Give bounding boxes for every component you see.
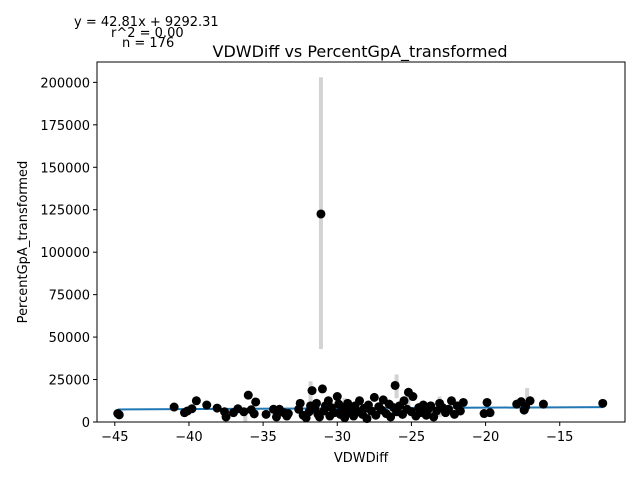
data-point: [426, 401, 436, 411]
data-point: [251, 397, 261, 407]
data-point: [295, 398, 305, 408]
y-tick-label: 100000: [40, 246, 90, 261]
x-tick-label: −45: [101, 430, 128, 445]
x-tick-label: −40: [175, 430, 202, 445]
data-point: [538, 399, 548, 409]
y-axis-label: PercentGpA_transformed: [16, 161, 31, 324]
data-point: [323, 396, 333, 406]
data-point: [399, 396, 409, 406]
data-points: [113, 209, 608, 424]
data-point: [169, 402, 179, 412]
data-point: [283, 409, 293, 419]
y-tick-label: 50000: [49, 331, 90, 346]
data-point: [316, 209, 326, 219]
data-point: [317, 384, 327, 394]
data-point: [187, 404, 197, 414]
x-tick-label: −30: [324, 430, 351, 445]
data-point: [408, 392, 418, 402]
data-point: [239, 407, 249, 417]
data-point: [455, 406, 465, 416]
r2-annotation: r^2 = 0.00: [111, 26, 184, 41]
data-point: [307, 386, 317, 396]
data-point: [371, 410, 381, 420]
y-tick-label: 175000: [40, 119, 90, 134]
equation-annotation: y = 42.81x + 9292.31: [74, 15, 219, 30]
data-point: [191, 396, 201, 406]
y-tick-label: 150000: [40, 161, 90, 176]
data-point: [261, 409, 271, 419]
data-point: [446, 396, 456, 406]
data-point: [369, 392, 379, 402]
x-axis-label: VDWDiff: [334, 451, 389, 466]
data-point: [243, 390, 253, 400]
y-tick-label: 125000: [40, 204, 90, 219]
data-point: [390, 380, 400, 390]
data-point: [249, 409, 259, 419]
y-axis: 0 25000 50000 75000 100000 125000 150000 175000…: [40, 76, 97, 431]
data-point: [482, 397, 492, 407]
data-point: [212, 403, 222, 413]
data-point: [202, 400, 212, 410]
plot-area: [96, 61, 626, 424]
regression-annotations: y = 42.81x + 9292.31 r^2 = 0.00 n = 176: [74, 15, 219, 51]
data-point: [221, 412, 231, 422]
data-point: [355, 396, 365, 406]
plot-frame: [97, 62, 625, 422]
y-tick-label: 25000: [49, 374, 90, 389]
x-tick-label: −15: [546, 430, 573, 445]
x-tick-label: −20: [472, 430, 499, 445]
data-point: [271, 412, 281, 422]
data-point: [332, 392, 342, 402]
y-tick-label: 200000: [40, 76, 90, 91]
chart-title: VDWDiff vs PercentGpA_transformed: [213, 42, 508, 62]
data-point: [598, 398, 608, 408]
y-tick-label: 0: [82, 416, 90, 431]
y-tick-label: 75000: [49, 289, 90, 304]
data-point: [114, 410, 124, 420]
x-axis: −45 −40 −35 −30 −25 −20 −15: [101, 422, 573, 445]
data-point: [444, 404, 454, 414]
data-point: [362, 414, 372, 424]
data-point: [525, 396, 535, 406]
plot-border: [96, 61, 626, 423]
data-point: [312, 398, 322, 408]
x-tick-label: −35: [249, 430, 276, 445]
data-point: [386, 412, 396, 422]
data-point: [458, 397, 468, 407]
data-point: [485, 408, 495, 418]
n-annotation: n = 176: [122, 36, 174, 51]
x-tick-label: −25: [398, 430, 425, 445]
